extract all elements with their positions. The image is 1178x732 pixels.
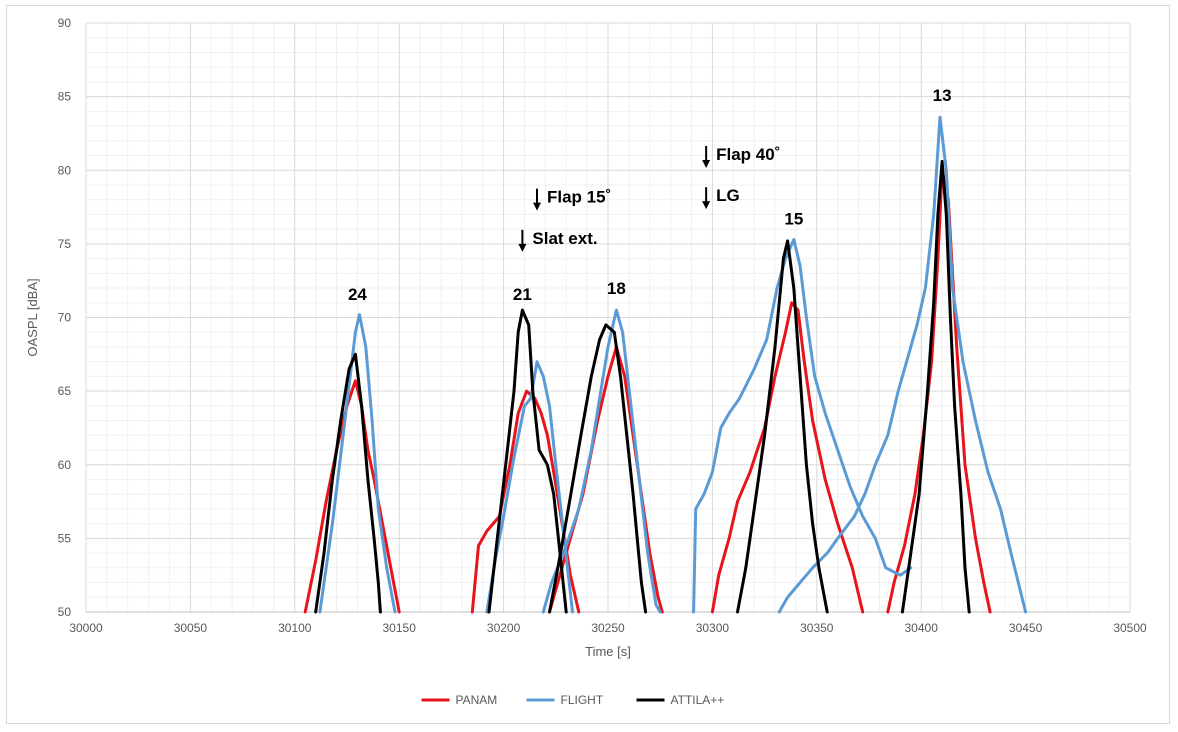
x-tick-label: 30050 — [174, 621, 208, 635]
y-tick-label: 80 — [58, 163, 72, 177]
arrow-head-icon — [702, 159, 711, 168]
series-line-segment — [777, 115, 1028, 614]
series-line-segment — [736, 239, 829, 614]
legend: PANAM FLIGHT ATTILA++ — [421, 693, 725, 707]
legend-label: PANAM — [456, 693, 498, 707]
x-tick-label: 30350 — [800, 621, 834, 635]
series-line-segment — [314, 352, 382, 614]
y-tick-label: 75 — [58, 237, 72, 251]
arrow-head-icon — [518, 243, 527, 252]
event-marker: Flap 15˚ — [533, 188, 611, 211]
y-tick-label: 55 — [58, 531, 72, 545]
x-tick-label: 30300 — [696, 621, 730, 635]
event-marker: LG — [702, 186, 740, 210]
legend-label: FLIGHT — [561, 693, 604, 707]
series-line-segment — [303, 379, 401, 614]
series-line-segment — [710, 301, 865, 614]
event-label: LG — [716, 186, 740, 205]
x-tick-label: 30500 — [1113, 621, 1147, 635]
chart-canvas: 30000 30050 30100 30150 30200 30250 30300 30350… — [25, 16, 1147, 707]
x-tick-label: 30250 — [591, 621, 625, 635]
x-axis-title: Time [s] — [585, 644, 631, 659]
chart-frame: 30000 30050 30100 30150 30200 30250 30300 30350… — [6, 5, 1170, 724]
y-axis-ticks: 50 55 60 65 70 75 80 85 90 — [58, 16, 72, 619]
series-line-segment — [487, 308, 568, 614]
y-tick-label: 70 — [58, 311, 72, 325]
event-label: Slat ext. — [532, 229, 597, 248]
peak-label: 21 — [513, 285, 532, 304]
event-label: Flap 15˚ — [547, 188, 611, 207]
event-label: Flap 40˚ — [716, 145, 780, 164]
series-line-segment — [485, 360, 574, 614]
legend-item-flight: FLIGHT — [526, 693, 604, 707]
event-marker: Slat ext. — [518, 229, 598, 252]
x-tick-label: 30000 — [69, 621, 103, 635]
arrow-head-icon — [533, 202, 542, 211]
series-line-segment — [548, 323, 648, 614]
series-line-segment — [886, 168, 992, 614]
series-layer — [303, 115, 1028, 614]
x-tick-label: 30400 — [905, 621, 939, 635]
y-tick-label: 90 — [58, 16, 72, 30]
x-axis-ticks: 30000 30050 30100 30150 30200 30250 30300 30350… — [69, 621, 1147, 635]
x-tick-label: 30450 — [1009, 621, 1043, 635]
y-tick-label: 50 — [58, 605, 72, 619]
arrow-head-icon — [702, 201, 711, 210]
legend-item-attila: ATTILA++ — [636, 693, 725, 707]
y-tick-label: 65 — [58, 384, 72, 398]
peak-label: 18 — [607, 279, 626, 298]
y-tick-label: 85 — [58, 90, 72, 104]
legend-item-panam: PANAM — [421, 693, 498, 707]
series-attila — [314, 159, 971, 614]
y-axis-title: OASPL [dBA] — [25, 278, 40, 356]
event-marker: Flap 40˚ — [702, 145, 780, 168]
series-line-segment — [900, 159, 971, 614]
y-tick-label: 60 — [58, 458, 72, 472]
x-tick-label: 30100 — [278, 621, 312, 635]
x-tick-label: 30150 — [383, 621, 417, 635]
annotation-layer: 24 21 18 15 13 Flap 15˚ Slat ext. Flap 40˚ LG — [348, 86, 952, 304]
peak-label: 15 — [784, 210, 803, 229]
x-tick-label: 30200 — [487, 621, 521, 635]
legend-label: ATTILA++ — [671, 693, 725, 707]
peak-label: 13 — [933, 86, 952, 105]
series-flight — [318, 115, 1028, 614]
series-line-segment — [692, 238, 913, 614]
series-line-segment — [318, 313, 397, 614]
peak-label: 24 — [348, 285, 367, 304]
